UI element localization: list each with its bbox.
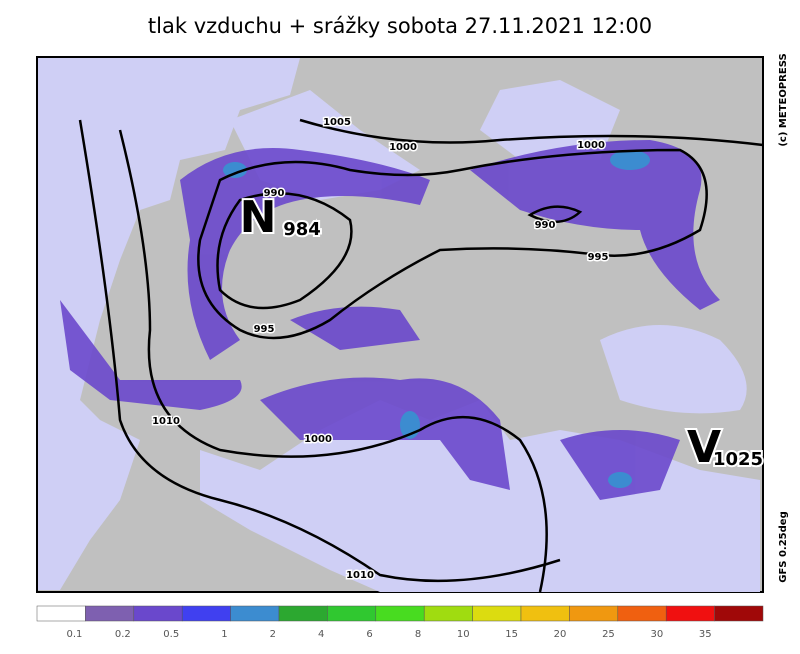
legend: 0.1 0.2 0.5 1 2 4 6 8 10 15 20 25 30 35	[36, 605, 764, 640]
precip-area	[180, 148, 430, 360]
precip-area	[560, 430, 680, 500]
legend-swatch	[230, 605, 280, 622]
isobar	[299, 118, 764, 147]
legend-label: 30	[650, 629, 663, 640]
precip-area	[610, 150, 650, 170]
legend-swatch	[278, 605, 328, 622]
legend-label: 15	[505, 629, 518, 640]
copyright: (c) METEOPRESS	[778, 53, 789, 146]
isobar-label: 1010	[152, 416, 180, 427]
legend-swatch	[36, 605, 86, 622]
legend-swatch	[375, 605, 425, 622]
legend-label: 0.2	[115, 629, 131, 640]
low-letter: N	[240, 192, 277, 243]
isobar	[118, 129, 548, 593]
legend-label: 35	[699, 629, 712, 640]
precipitation-heavy	[223, 150, 650, 488]
legend-swatch	[569, 605, 619, 622]
legend-label: 25	[602, 629, 615, 640]
legend-label: 6	[366, 629, 372, 640]
isobars	[78, 118, 764, 593]
legend-swatch	[520, 605, 570, 622]
title: tlak vzduchu + srážky sobota 27.11.2021 …	[148, 14, 652, 38]
isobar-label: 1005	[323, 117, 351, 128]
isobar-label: 1010	[346, 570, 374, 581]
legend-swatch	[133, 605, 183, 622]
precip-area	[470, 140, 720, 310]
model-name: GFS 0.25deg	[778, 511, 789, 583]
isobar-label: 990	[264, 188, 285, 199]
legend-label: 10	[457, 629, 470, 640]
legend-swatch	[714, 605, 764, 622]
legend-label: 8	[415, 629, 421, 640]
isobar	[78, 119, 561, 583]
legend-label: 2	[270, 629, 276, 640]
precip-area	[60, 300, 242, 410]
isobar-label: 995	[254, 324, 275, 335]
precip-area	[608, 472, 632, 488]
legend-label: 0.5	[163, 629, 179, 640]
black-sea	[600, 325, 747, 414]
isobar	[216, 192, 353, 310]
precip-area	[260, 377, 510, 490]
low-value: 984	[283, 219, 321, 240]
legend-swatch	[472, 605, 522, 622]
legend-label: 4	[318, 629, 324, 640]
legend-swatch	[85, 605, 135, 622]
isobar	[527, 205, 583, 223]
high-value: 1025	[713, 449, 763, 470]
precip-area	[290, 306, 420, 350]
atlantic	[38, 58, 300, 590]
legend-label: 1	[221, 629, 227, 640]
legend-label: 20	[554, 629, 567, 640]
legend-swatch	[423, 605, 473, 622]
isobar-label: 1000	[389, 142, 417, 153]
legend-swatch	[665, 605, 715, 622]
high-letter: V	[687, 422, 721, 473]
isobar-label: 1000	[577, 140, 605, 151]
map: 1005 1000 1000 990 990 995 995 1010 1000 1010 N 9…	[36, 56, 765, 593]
isobar	[197, 148, 708, 340]
legend-swatch	[617, 605, 667, 622]
isobar-labels: 1005 1000 1000 990 990 995 995 1010 1000 1010	[151, 116, 610, 583]
precipitation	[60, 140, 720, 500]
isobar-label: 990	[535, 220, 556, 231]
isobar-label: 995	[588, 252, 609, 263]
legend-swatch	[327, 605, 377, 622]
legend-label: 0.1	[66, 629, 82, 640]
legend-swatch	[181, 605, 231, 622]
precip-area	[223, 162, 247, 178]
isobar-label: 1000	[304, 434, 332, 445]
